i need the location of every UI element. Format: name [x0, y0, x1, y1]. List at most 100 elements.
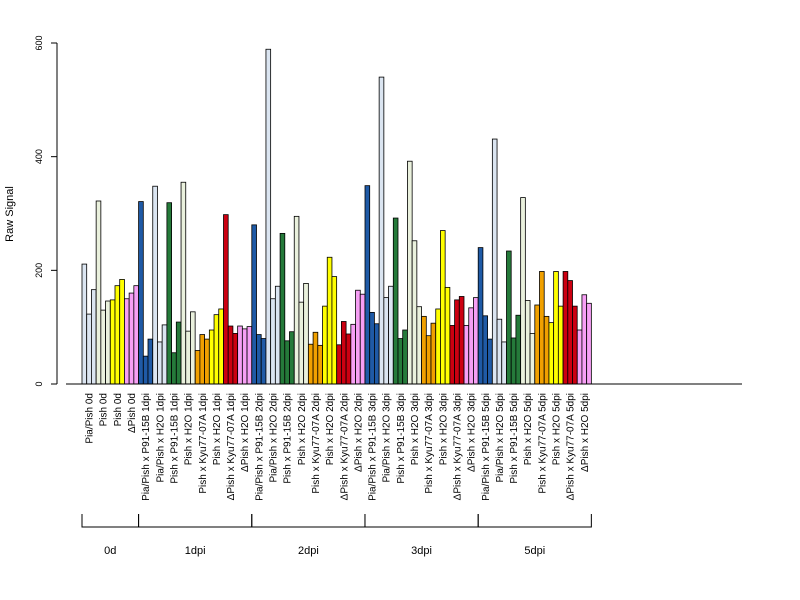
bar — [142, 355, 149, 385]
bar — [326, 256, 333, 385]
bar — [572, 305, 578, 385]
bar — [232, 333, 238, 385]
x-tick-label: Pia/Pish x P91-15B 5dpi — [481, 393, 492, 501]
x-tick-label: ΔPish x Kyu77-07A 1dpi — [226, 393, 237, 500]
bar — [289, 331, 295, 385]
bar — [185, 330, 191, 385]
bar — [100, 309, 106, 385]
x-tick-label: Pish x H2O 1dpi — [184, 393, 195, 465]
bar — [218, 308, 224, 385]
bar — [373, 323, 380, 385]
group-bracket — [138, 514, 253, 528]
bar — [543, 315, 550, 385]
x-tick-label: ΔPish x Kyu77-07A 5dpi — [566, 393, 577, 500]
x-tick-label: Pish x H2O 3dpi — [438, 393, 449, 465]
x-tick-label: ΔPish x H2O 2dpi — [353, 393, 364, 472]
bar — [364, 185, 371, 385]
bar — [515, 314, 522, 385]
bar — [241, 328, 248, 385]
bar — [383, 297, 389, 385]
bar — [208, 329, 215, 385]
y-axis-label: Raw Signal — [4, 186, 16, 242]
y-tick-label: 400 — [34, 149, 44, 164]
bar — [180, 181, 187, 385]
bar — [114, 285, 121, 385]
x-tick-label: Pia/Pish 0d — [85, 393, 96, 444]
group-label: 1dpi — [185, 545, 206, 557]
bar — [402, 329, 408, 385]
bar — [260, 338, 267, 385]
bars-layer — [81, 48, 592, 385]
bar — [411, 240, 418, 385]
x-tick-label: Pia/Pish x P91-15B 3dpi — [368, 393, 379, 501]
bar — [128, 292, 135, 385]
bar — [340, 321, 347, 385]
x-tick-label: Pish x P91-15B 3dpi — [396, 393, 407, 484]
bar — [119, 279, 125, 385]
bar — [274, 285, 281, 385]
x-tick-label: ΔPish x H2O 1dpi — [240, 393, 251, 472]
x-tick-label: ΔPish x H2O 3dpi — [467, 393, 478, 472]
x-tick-label: ΔPish 0d — [127, 393, 138, 433]
x-tick-label: Pish x H2O 3dpi — [410, 393, 421, 465]
x-tick-label: Pish 0d — [99, 393, 110, 426]
bar — [562, 271, 569, 385]
bar — [317, 344, 323, 385]
bar — [496, 318, 503, 385]
bar — [449, 325, 455, 385]
bar — [454, 299, 460, 385]
bar — [581, 294, 588, 385]
bar — [557, 305, 564, 385]
bar — [322, 305, 328, 385]
bar — [279, 232, 286, 385]
bar — [213, 314, 220, 385]
bar — [576, 329, 583, 385]
bar — [194, 350, 201, 385]
bar — [265, 48, 272, 385]
x-tick-label: Pish x P91-15B 5dpi — [509, 393, 520, 484]
bar — [147, 338, 154, 385]
bar — [430, 322, 437, 385]
x-tick-label: Pish x H2O 1dpi — [212, 393, 223, 465]
bar — [463, 325, 470, 385]
x-tick-label: Pia/Pish x H2O 3dpi — [382, 393, 393, 483]
x-tick-label: Pish x H2O 2dpi — [325, 393, 336, 465]
bar — [336, 344, 342, 385]
bar — [190, 311, 196, 385]
bar — [487, 338, 493, 385]
bar — [378, 76, 385, 385]
x-tick-label: Pish x H2O 2dpi — [297, 393, 308, 465]
bar — [166, 202, 172, 385]
x-tick-label: Pia/Pish x P91-15B 2dpi — [254, 393, 265, 501]
bar — [548, 322, 555, 385]
x-tick-label: ΔPish x Kyu77-07A 2dpi — [339, 393, 350, 500]
bar — [529, 333, 536, 385]
bar — [138, 201, 144, 385]
bar — [425, 335, 432, 385]
bar — [105, 300, 111, 385]
x-tick-label: Pish x Kyu77-07A 5dpi — [537, 393, 548, 494]
bar — [298, 301, 305, 385]
y-tick-label: 600 — [34, 35, 44, 50]
bar — [397, 338, 404, 385]
x-tick-label: Pia/Pish x H2O 2dpi — [269, 393, 280, 483]
bar — [161, 324, 168, 385]
bar — [482, 315, 488, 385]
x-tick-label: Pish x Kyu77-07A 1dpi — [198, 393, 209, 494]
bar — [477, 247, 484, 385]
x-tick-label: Pia/Pish x P91-15B 1dpi — [141, 393, 152, 501]
bar — [270, 298, 276, 385]
y-tick-label: 200 — [34, 263, 44, 278]
group-bracket — [477, 514, 592, 528]
bar — [444, 286, 451, 385]
bar — [473, 297, 479, 385]
bar — [553, 271, 559, 385]
bar — [227, 325, 234, 385]
x-tick-label: Pia/Pish x H2O 1dpi — [155, 393, 166, 483]
bar — [284, 340, 290, 385]
group-bracket — [81, 514, 140, 528]
bar — [369, 311, 375, 385]
bar — [307, 343, 314, 385]
group-label: 5dpi — [524, 545, 545, 557]
